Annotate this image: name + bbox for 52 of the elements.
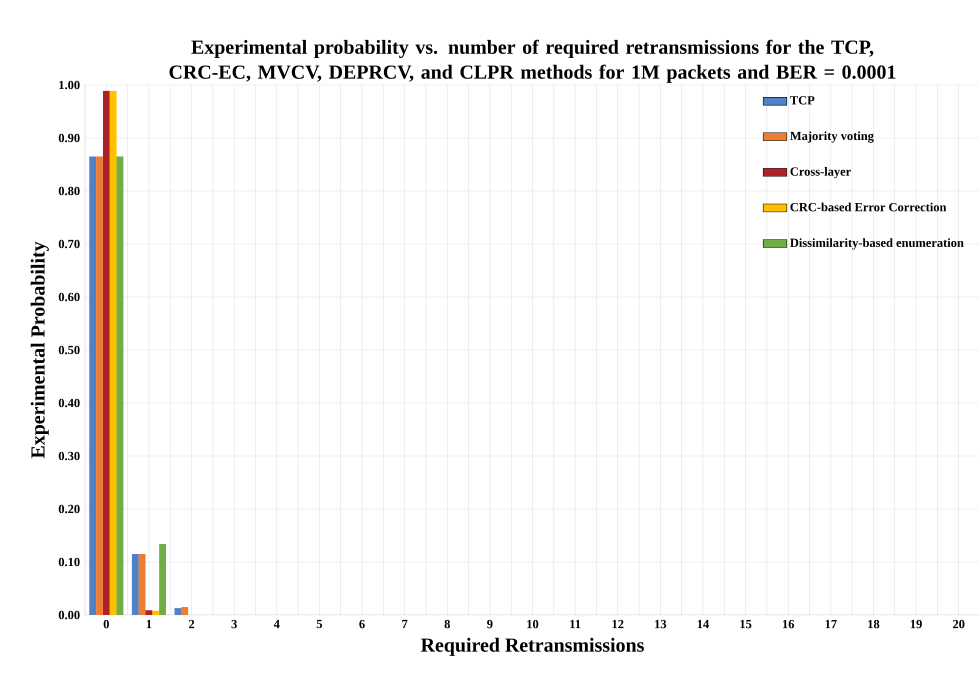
x-tick-label: 20 bbox=[952, 620, 964, 628]
bar bbox=[110, 90, 117, 615]
bar bbox=[89, 156, 96, 615]
bar bbox=[132, 554, 139, 615]
y-tick-label: 0.80 bbox=[58, 186, 80, 196]
x-tick-label: 12 bbox=[612, 620, 624, 628]
y-tick-label: 0.40 bbox=[58, 398, 80, 408]
bar bbox=[116, 156, 124, 615]
bar bbox=[159, 544, 166, 615]
bar bbox=[96, 156, 103, 615]
bar bbox=[181, 607, 188, 615]
x-tick-label: 17 bbox=[826, 620, 837, 628]
y-tick-label: 1.00 bbox=[59, 80, 80, 90]
y-tick-label: 0.50 bbox=[58, 346, 80, 354]
y-tick-label: 0.60 bbox=[58, 292, 80, 302]
x-tick-label: 5 bbox=[316, 620, 322, 628]
chart-title: Experimental probability vs. number of required retransmissions for the TCP, CRC-EC, MVCV, DEPRCV, and CLPR methods for 1M packets and BER = 0.0001 bbox=[170, 40, 896, 83]
x-tick-label: 18 bbox=[868, 620, 880, 628]
legend-label: Majority voting bbox=[790, 131, 874, 143]
x-tick-label: 3 bbox=[232, 620, 237, 628]
bar bbox=[102, 90, 110, 615]
y-axis-title: Experimental Probability bbox=[30, 242, 49, 458]
x-tick-label: 1 bbox=[146, 620, 152, 628]
y-tick-label: 0.90 bbox=[58, 134, 80, 142]
legend-label: CRC-based Error Correction bbox=[790, 202, 946, 212]
legend-label: Dissimilarity-based enumeration bbox=[790, 238, 964, 250]
x-tick-label: 10 bbox=[527, 620, 538, 628]
x-tick-label: 2 bbox=[188, 620, 194, 628]
x-tick-label: 19 bbox=[910, 620, 922, 628]
bar bbox=[146, 610, 152, 615]
y-tick-label: 0.70 bbox=[58, 240, 80, 248]
x-tick-label: 16 bbox=[782, 620, 794, 628]
y-tick-label: 0.10 bbox=[58, 558, 80, 566]
y-tick-label: 0.00 bbox=[58, 610, 80, 620]
x-tick-label: 11 bbox=[570, 620, 580, 628]
y-tick-label: 0.20 bbox=[58, 504, 80, 514]
x-tick-label: 4 bbox=[274, 620, 280, 628]
x-tick-label: 8 bbox=[444, 620, 450, 628]
x-tick-label: 15 bbox=[740, 620, 752, 628]
bar bbox=[138, 554, 146, 615]
x-tick-label: 6 bbox=[359, 620, 365, 628]
x-tick-label: 9 bbox=[487, 620, 493, 628]
legend-label: Cross-layer bbox=[790, 166, 851, 178]
x-tick-label: 13 bbox=[655, 620, 666, 628]
x-tick-label: 0 bbox=[104, 620, 109, 628]
bar bbox=[174, 608, 182, 615]
x-tick-label: 14 bbox=[698, 620, 709, 628]
bar bbox=[152, 610, 160, 615]
x-tick-label: 7 bbox=[402, 620, 408, 628]
y-tick-label: 0.30 bbox=[58, 452, 80, 460]
x-axis-title: Required Retransmissions bbox=[420, 638, 644, 656]
legend-label: TCP bbox=[790, 96, 814, 104]
